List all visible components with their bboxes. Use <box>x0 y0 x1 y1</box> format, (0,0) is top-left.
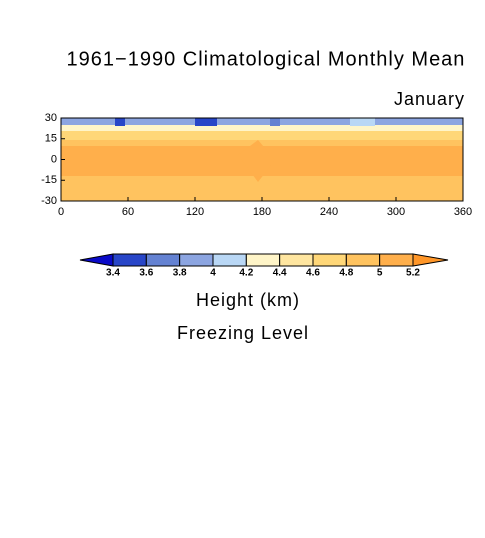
x-tick-label: 360 <box>454 206 472 218</box>
field <box>115 118 125 126</box>
y-tick-label: 30 <box>45 112 57 124</box>
y-tick-label: 15 <box>45 133 57 145</box>
colorbar-label: Height (km) <box>196 290 300 310</box>
colorbar-box <box>345 253 381 267</box>
field <box>61 124 463 131</box>
y-tick-label: -15 <box>41 174 57 186</box>
colorbar-tick-label: 3.8 <box>173 268 187 279</box>
x-tick-label: 180 <box>253 206 271 218</box>
colorbar-box <box>145 253 181 267</box>
colorbar-box <box>179 253 214 267</box>
variable-label: Freezing Level <box>177 323 309 343</box>
colorbar-tick-label: 5.2 <box>406 268 420 279</box>
y-tick-label: -30 <box>41 195 57 207</box>
colorbar-box <box>312 253 347 267</box>
colorbar-box <box>379 253 414 267</box>
colorbar-box <box>245 253 281 267</box>
field <box>61 130 463 140</box>
field <box>195 118 217 126</box>
colorbar-tick-label: 4.8 <box>339 268 353 279</box>
field <box>61 118 463 125</box>
colorbar-tick-label: 4.4 <box>273 268 287 279</box>
x-tick-label: 120 <box>186 206 204 218</box>
x-tick-label: 300 <box>387 206 405 218</box>
x-tick-label: 240 <box>320 206 338 218</box>
colorbar-high <box>412 253 449 267</box>
x-tick-label: 60 <box>122 206 134 218</box>
colorbar-tick-label: 5 <box>377 268 383 279</box>
chart-title: 1961−1990 Climatological Monthly Mean <box>67 48 466 70</box>
y-tick-label: 0 <box>51 153 57 165</box>
colorbar-box <box>112 253 147 267</box>
colorbar-low <box>79 253 114 267</box>
colorbar-tick-label: 3.4 <box>106 268 120 279</box>
colorbar-box <box>279 253 314 267</box>
field <box>350 118 375 126</box>
colorbar-tick-label: 3.6 <box>139 268 153 279</box>
colorbar-box <box>212 253 247 267</box>
colorbar-tick-label: 4 <box>210 268 216 279</box>
field <box>238 140 275 182</box>
field <box>270 118 280 126</box>
colorbar-tick-label: 4.2 <box>239 268 253 279</box>
x-tick-label: 0 <box>58 206 64 218</box>
colorbar-tick-label: 4.6 <box>306 268 320 279</box>
chart-subtitle: January <box>394 89 465 109</box>
